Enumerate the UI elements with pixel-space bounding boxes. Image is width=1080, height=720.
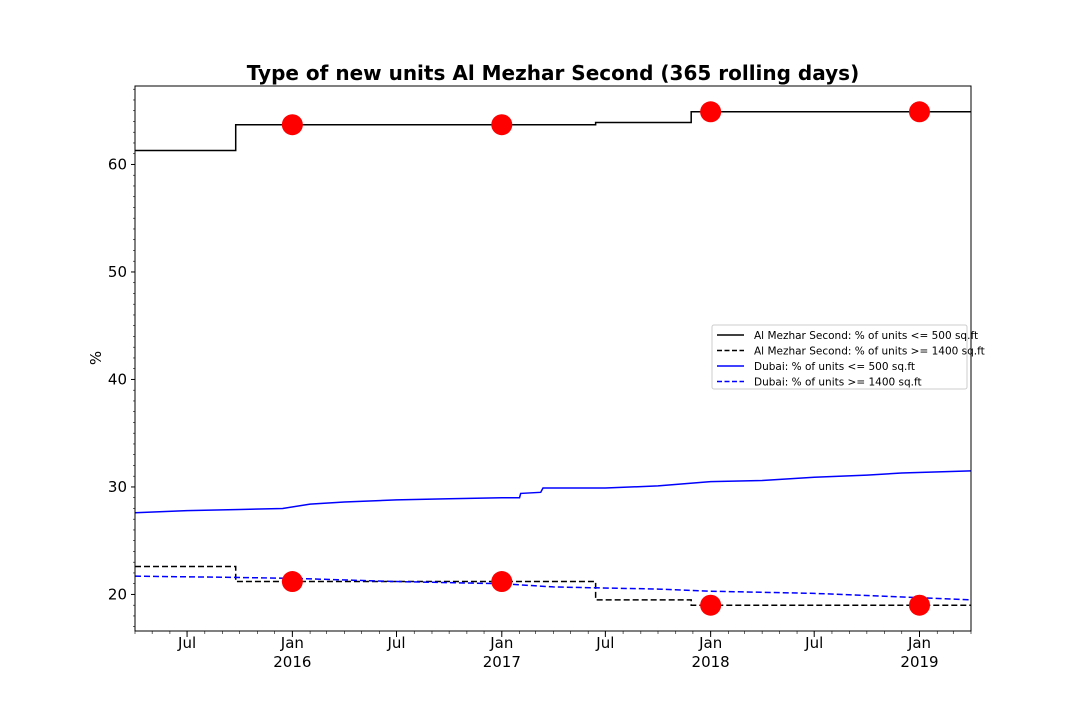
series-layer (134, 111, 972, 606)
legend-box (711, 324, 968, 390)
marker-point (281, 571, 303, 593)
x-tick-label: Jan (698, 634, 722, 652)
series-line-3 (134, 470, 972, 514)
legend-label: Dubai: % of units >= 1400 sq.ft (754, 377, 922, 389)
y-axis: 20 30 40 50 60 (108, 88, 135, 628)
series-line-2 (135, 565, 971, 606)
x-tick-year-label: 2017 (483, 653, 521, 671)
y-tick-label: 50 (108, 263, 127, 281)
marker-point (700, 101, 722, 123)
y-tick-label: 40 (108, 370, 127, 388)
x-tick-year-label: 2019 (900, 653, 938, 671)
chart-title: Type of new units Al Mezhar Second (365 … (247, 61, 859, 85)
series-line-4 (134, 575, 972, 601)
x-tick-label: Jan (280, 634, 304, 652)
legend-label: Dubai: % of units <= 500 sq.ft (754, 361, 915, 373)
marker-layer (281, 101, 931, 616)
series-line-1 (135, 111, 971, 152)
x-tick-label: Jul (804, 634, 823, 652)
y-tick-label: 30 (108, 478, 127, 496)
y-tick-label: 20 (108, 585, 127, 603)
x-tick-label: Jan (489, 634, 513, 652)
legend-label: Al Mezhar Second: % of units <= 500 sq.f… (754, 330, 978, 342)
marker-point (491, 571, 513, 593)
legend-label: Al Mezhar Second: % of units >= 1400 sq.… (754, 346, 985, 358)
y-tick-label: 60 (108, 155, 127, 173)
x-tick-year-label: 2018 (692, 653, 730, 671)
legend: Al Mezhar Second: % of units <= 500 sq.f… (711, 324, 985, 390)
x-tick-year-label: 2016 (273, 653, 311, 671)
x-tick-label: Jan (907, 634, 931, 652)
marker-point (700, 594, 722, 616)
y-axis-label: % (87, 351, 105, 365)
marker-point (909, 594, 931, 616)
x-tick-label: Jul (595, 634, 614, 652)
marker-point (281, 114, 303, 136)
marker-point (491, 114, 513, 136)
marker-point (909, 101, 931, 123)
x-tick-label: Jul (177, 634, 196, 652)
x-tick-label: Jul (386, 634, 405, 652)
